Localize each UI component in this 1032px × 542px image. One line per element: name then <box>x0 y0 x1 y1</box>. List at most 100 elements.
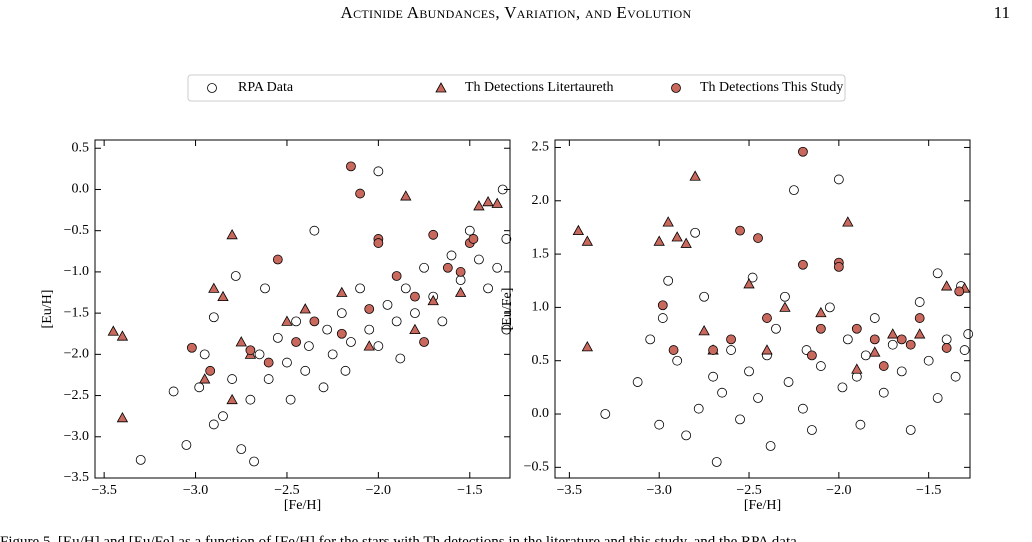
data-point <box>373 341 384 351</box>
data-point <box>181 440 192 450</box>
data-point <box>260 283 270 294</box>
caption: Figure 5. [Eu/H] and [Eu/Fe] as a functi… <box>0 534 801 542</box>
data-point <box>671 231 683 242</box>
data-point <box>419 262 429 273</box>
data-point <box>699 291 710 302</box>
data-point <box>291 337 302 347</box>
data-point <box>771 323 781 334</box>
data-point <box>218 411 228 422</box>
data-point <box>473 200 485 211</box>
data-point <box>492 262 503 273</box>
data-point <box>410 308 420 319</box>
data-point <box>482 196 494 207</box>
data-point <box>815 306 827 318</box>
data-point <box>299 303 311 314</box>
data-point <box>309 225 320 236</box>
legend-box <box>187 74 846 102</box>
data-point <box>272 254 283 265</box>
data-point <box>226 393 238 405</box>
data-point <box>654 419 665 430</box>
x-tick-label: −3.5 <box>91 483 116 498</box>
data-point <box>807 350 817 361</box>
data-point <box>959 345 970 355</box>
legend-label: Th Detections This Study <box>700 80 843 95</box>
data-point <box>227 374 238 384</box>
data-point <box>693 403 704 414</box>
data-point <box>226 228 238 240</box>
data-point <box>765 441 776 451</box>
data-point <box>905 339 916 350</box>
data-point <box>690 227 701 238</box>
data-point <box>680 237 692 248</box>
data-point <box>455 267 466 277</box>
data-point <box>815 361 826 371</box>
data-point <box>285 394 296 405</box>
data-point <box>887 328 899 339</box>
y-tick-label: 0.5 <box>532 353 550 368</box>
data-point <box>833 261 844 272</box>
y-axis-label: [Eu/H] <box>40 290 55 329</box>
data-point <box>263 374 274 384</box>
y-tick-label: −2.5 <box>64 388 89 403</box>
data-point <box>753 233 763 243</box>
data-point <box>208 282 220 293</box>
data-point <box>391 316 402 327</box>
data-point <box>657 313 668 323</box>
data-point <box>208 312 219 323</box>
data-point <box>245 345 256 356</box>
plot-frame <box>554 139 971 479</box>
x-tick-label: −2.5 <box>736 483 761 498</box>
data-point <box>373 238 384 248</box>
y-tick-label: −1.5 <box>64 305 89 320</box>
data-point <box>869 346 881 357</box>
data-point <box>419 337 429 347</box>
y-tick-label: 0.0 <box>72 182 90 197</box>
data-point <box>653 235 665 246</box>
data-point <box>235 336 247 347</box>
y-tick-label: −3.0 <box>64 429 89 444</box>
data-point <box>468 234 479 244</box>
data-point <box>249 456 259 467</box>
y-tick-label: −2.0 <box>64 347 89 362</box>
data-point <box>798 146 808 157</box>
data-point <box>798 259 808 270</box>
data-point <box>363 340 375 351</box>
data-point <box>454 286 467 297</box>
y-tick-label: 0.5 <box>72 140 90 155</box>
data-point <box>761 344 773 355</box>
data-point <box>281 315 293 326</box>
data-point <box>735 225 745 236</box>
data-point <box>851 323 862 334</box>
x-tick-label: −2.5 <box>274 483 299 498</box>
y-tick-label: −0.5 <box>524 460 549 475</box>
data-point <box>464 225 475 236</box>
data-point <box>208 419 219 430</box>
y-tick-label: 0.0 <box>532 406 550 421</box>
data-point <box>914 328 926 339</box>
data-point <box>815 323 826 334</box>
data-point <box>869 313 880 323</box>
data-point <box>600 409 611 419</box>
data-point <box>491 197 503 208</box>
data-point <box>455 275 466 286</box>
data-point <box>245 394 256 405</box>
data-point <box>581 235 594 246</box>
y-tick-label: 2.5 <box>532 140 550 155</box>
data-point <box>747 272 758 283</box>
data-point <box>300 365 311 376</box>
data-point <box>318 382 329 393</box>
data-point <box>668 345 679 355</box>
data-point <box>941 343 952 353</box>
data-point <box>373 166 384 177</box>
data-point <box>762 313 772 323</box>
data-point <box>780 291 790 302</box>
data-point <box>474 254 484 265</box>
data-point <box>783 377 794 387</box>
data-point <box>336 328 347 339</box>
data-point <box>186 342 197 353</box>
data-point <box>303 341 314 351</box>
data-point <box>645 334 656 345</box>
data-point <box>107 325 119 336</box>
data-point <box>501 234 512 244</box>
data-point <box>501 324 512 335</box>
